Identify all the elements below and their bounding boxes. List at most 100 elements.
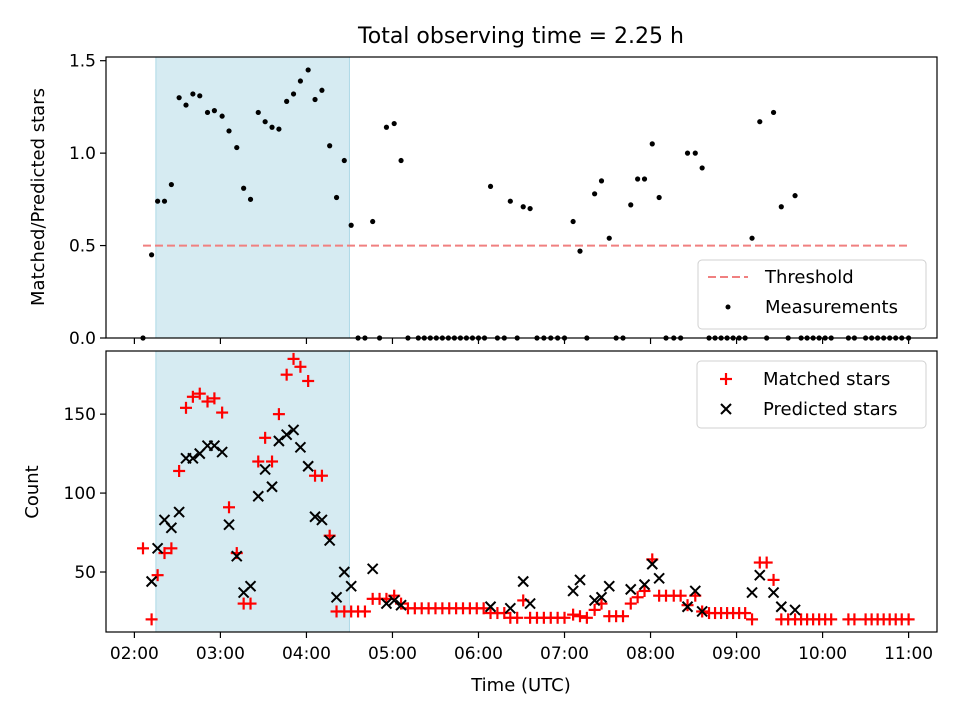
matched-star-point <box>145 613 158 626</box>
predicted-star-point <box>754 569 766 581</box>
predicted-star-point <box>588 594 601 607</box>
measurement-point <box>692 150 698 156</box>
predicted-star-point <box>595 591 608 603</box>
x-tick-label: 10:00 <box>798 644 847 664</box>
legend-matched-label: Matched stars <box>763 369 890 390</box>
y-tick-label: 100 <box>64 484 96 504</box>
legend-predicted-swatch <box>720 403 732 415</box>
matched-star-point <box>588 603 601 616</box>
matched-star-point <box>767 573 780 586</box>
predicted-star-point <box>484 601 497 613</box>
measurement-point <box>284 98 290 104</box>
matched-star-point <box>511 611 524 624</box>
matched-star-point <box>674 589 687 602</box>
measurement-point <box>276 126 282 132</box>
matched-star-point <box>208 392 221 405</box>
predicted-star-point <box>316 514 328 526</box>
measurement-point <box>341 157 347 164</box>
predicted-star-point <box>208 440 221 452</box>
measurement-point <box>197 93 203 99</box>
measurement-point <box>598 178 605 184</box>
x-tick-label: 08:00 <box>626 644 675 664</box>
x-tick-label: 05:00 <box>368 644 417 664</box>
measurement-point <box>520 204 526 210</box>
predicted-star-point <box>388 594 400 607</box>
measurement-point <box>370 218 376 225</box>
measurement-point <box>319 87 325 93</box>
ratio-y-axis-label: Matched/Predicted stars <box>28 88 49 306</box>
predicted-star-point <box>330 591 343 603</box>
measurement-point <box>255 109 261 116</box>
measurement-point <box>635 176 641 182</box>
matched-star-point <box>558 611 571 624</box>
measurement-point <box>778 204 784 210</box>
chart-title: Total observing time = 2.25 h <box>357 24 684 49</box>
measurement-point <box>269 124 275 130</box>
ratio-legend: Threshold Measurements <box>697 259 927 330</box>
matched-star-point <box>259 431 272 444</box>
predicted-star-point <box>574 574 586 586</box>
predicted-star-point <box>696 605 708 618</box>
measurement-point <box>204 109 211 116</box>
y-tick-label: 1.5 <box>69 52 96 72</box>
ratio-panel: 0.0 0.5 1.0 1.5 Matched/Predicted stars Thr… <box>28 52 938 349</box>
predicted-star-point <box>746 586 758 599</box>
matched-star-point <box>223 501 236 514</box>
matched-star-point <box>180 401 193 414</box>
measurement-point <box>247 196 254 202</box>
measurement-point <box>592 191 598 197</box>
x-tick-label: 02:00 <box>110 644 159 664</box>
predicted-star-point <box>173 506 185 518</box>
x-tick-label: 06:00 <box>454 644 503 664</box>
matched-star-point <box>848 613 861 626</box>
predicted-star-point <box>653 572 665 585</box>
predicted-star-point <box>767 586 780 599</box>
matched-star-point <box>287 352 300 365</box>
predicted-star-point <box>789 604 801 616</box>
matched-star-point <box>358 605 371 618</box>
predicted-star-point <box>380 597 393 610</box>
measurement-point <box>656 194 662 201</box>
measurement-point <box>641 176 648 182</box>
y-tick-label: 1.0 <box>69 144 96 164</box>
ratio-legend-box <box>697 259 927 330</box>
matched-star-point <box>825 613 838 626</box>
matched-star-point <box>294 360 307 373</box>
measurement-point <box>570 218 576 225</box>
matched-star-point <box>624 597 637 610</box>
measurement-point <box>297 78 304 84</box>
measurement-point <box>757 119 763 125</box>
predicted-star-point <box>216 446 228 458</box>
measurement-point <box>155 198 161 204</box>
measurement-point <box>161 198 168 204</box>
predicted-star-point <box>366 563 379 575</box>
observing-window-span <box>155 56 350 339</box>
measurement-point <box>262 119 268 125</box>
measurement-point <box>507 198 513 204</box>
predicted-star-point <box>231 550 243 562</box>
count-y-axis-label: Count <box>22 465 43 518</box>
count-legend-box <box>696 360 927 429</box>
measurement-point <box>219 113 225 119</box>
matched-star-point <box>681 599 694 612</box>
predicted-star-point <box>625 583 637 596</box>
x-axis-label: Time (UTC) <box>470 675 571 696</box>
predicted-star-point <box>259 463 271 476</box>
measurement-point <box>168 181 174 188</box>
measurement-point <box>290 91 297 97</box>
predicted-star-point <box>165 522 178 534</box>
predicted-star-point <box>223 518 235 531</box>
predicted-star-point <box>287 424 300 436</box>
measurement-point <box>398 157 404 164</box>
legend-threshold-label: Threshold <box>764 267 854 288</box>
matched-star-point <box>216 406 229 419</box>
x-tick-label: 03:00 <box>196 644 245 664</box>
measurement-point <box>606 235 612 241</box>
predicted-star-point <box>517 575 529 588</box>
predicted-star-point <box>244 580 257 592</box>
matched-star-point <box>302 374 315 387</box>
predicted-star-point <box>567 585 579 597</box>
ratio-panel-frame <box>105 56 938 339</box>
matched-star-point <box>580 611 593 624</box>
y-tick-label: 150 <box>64 405 96 425</box>
